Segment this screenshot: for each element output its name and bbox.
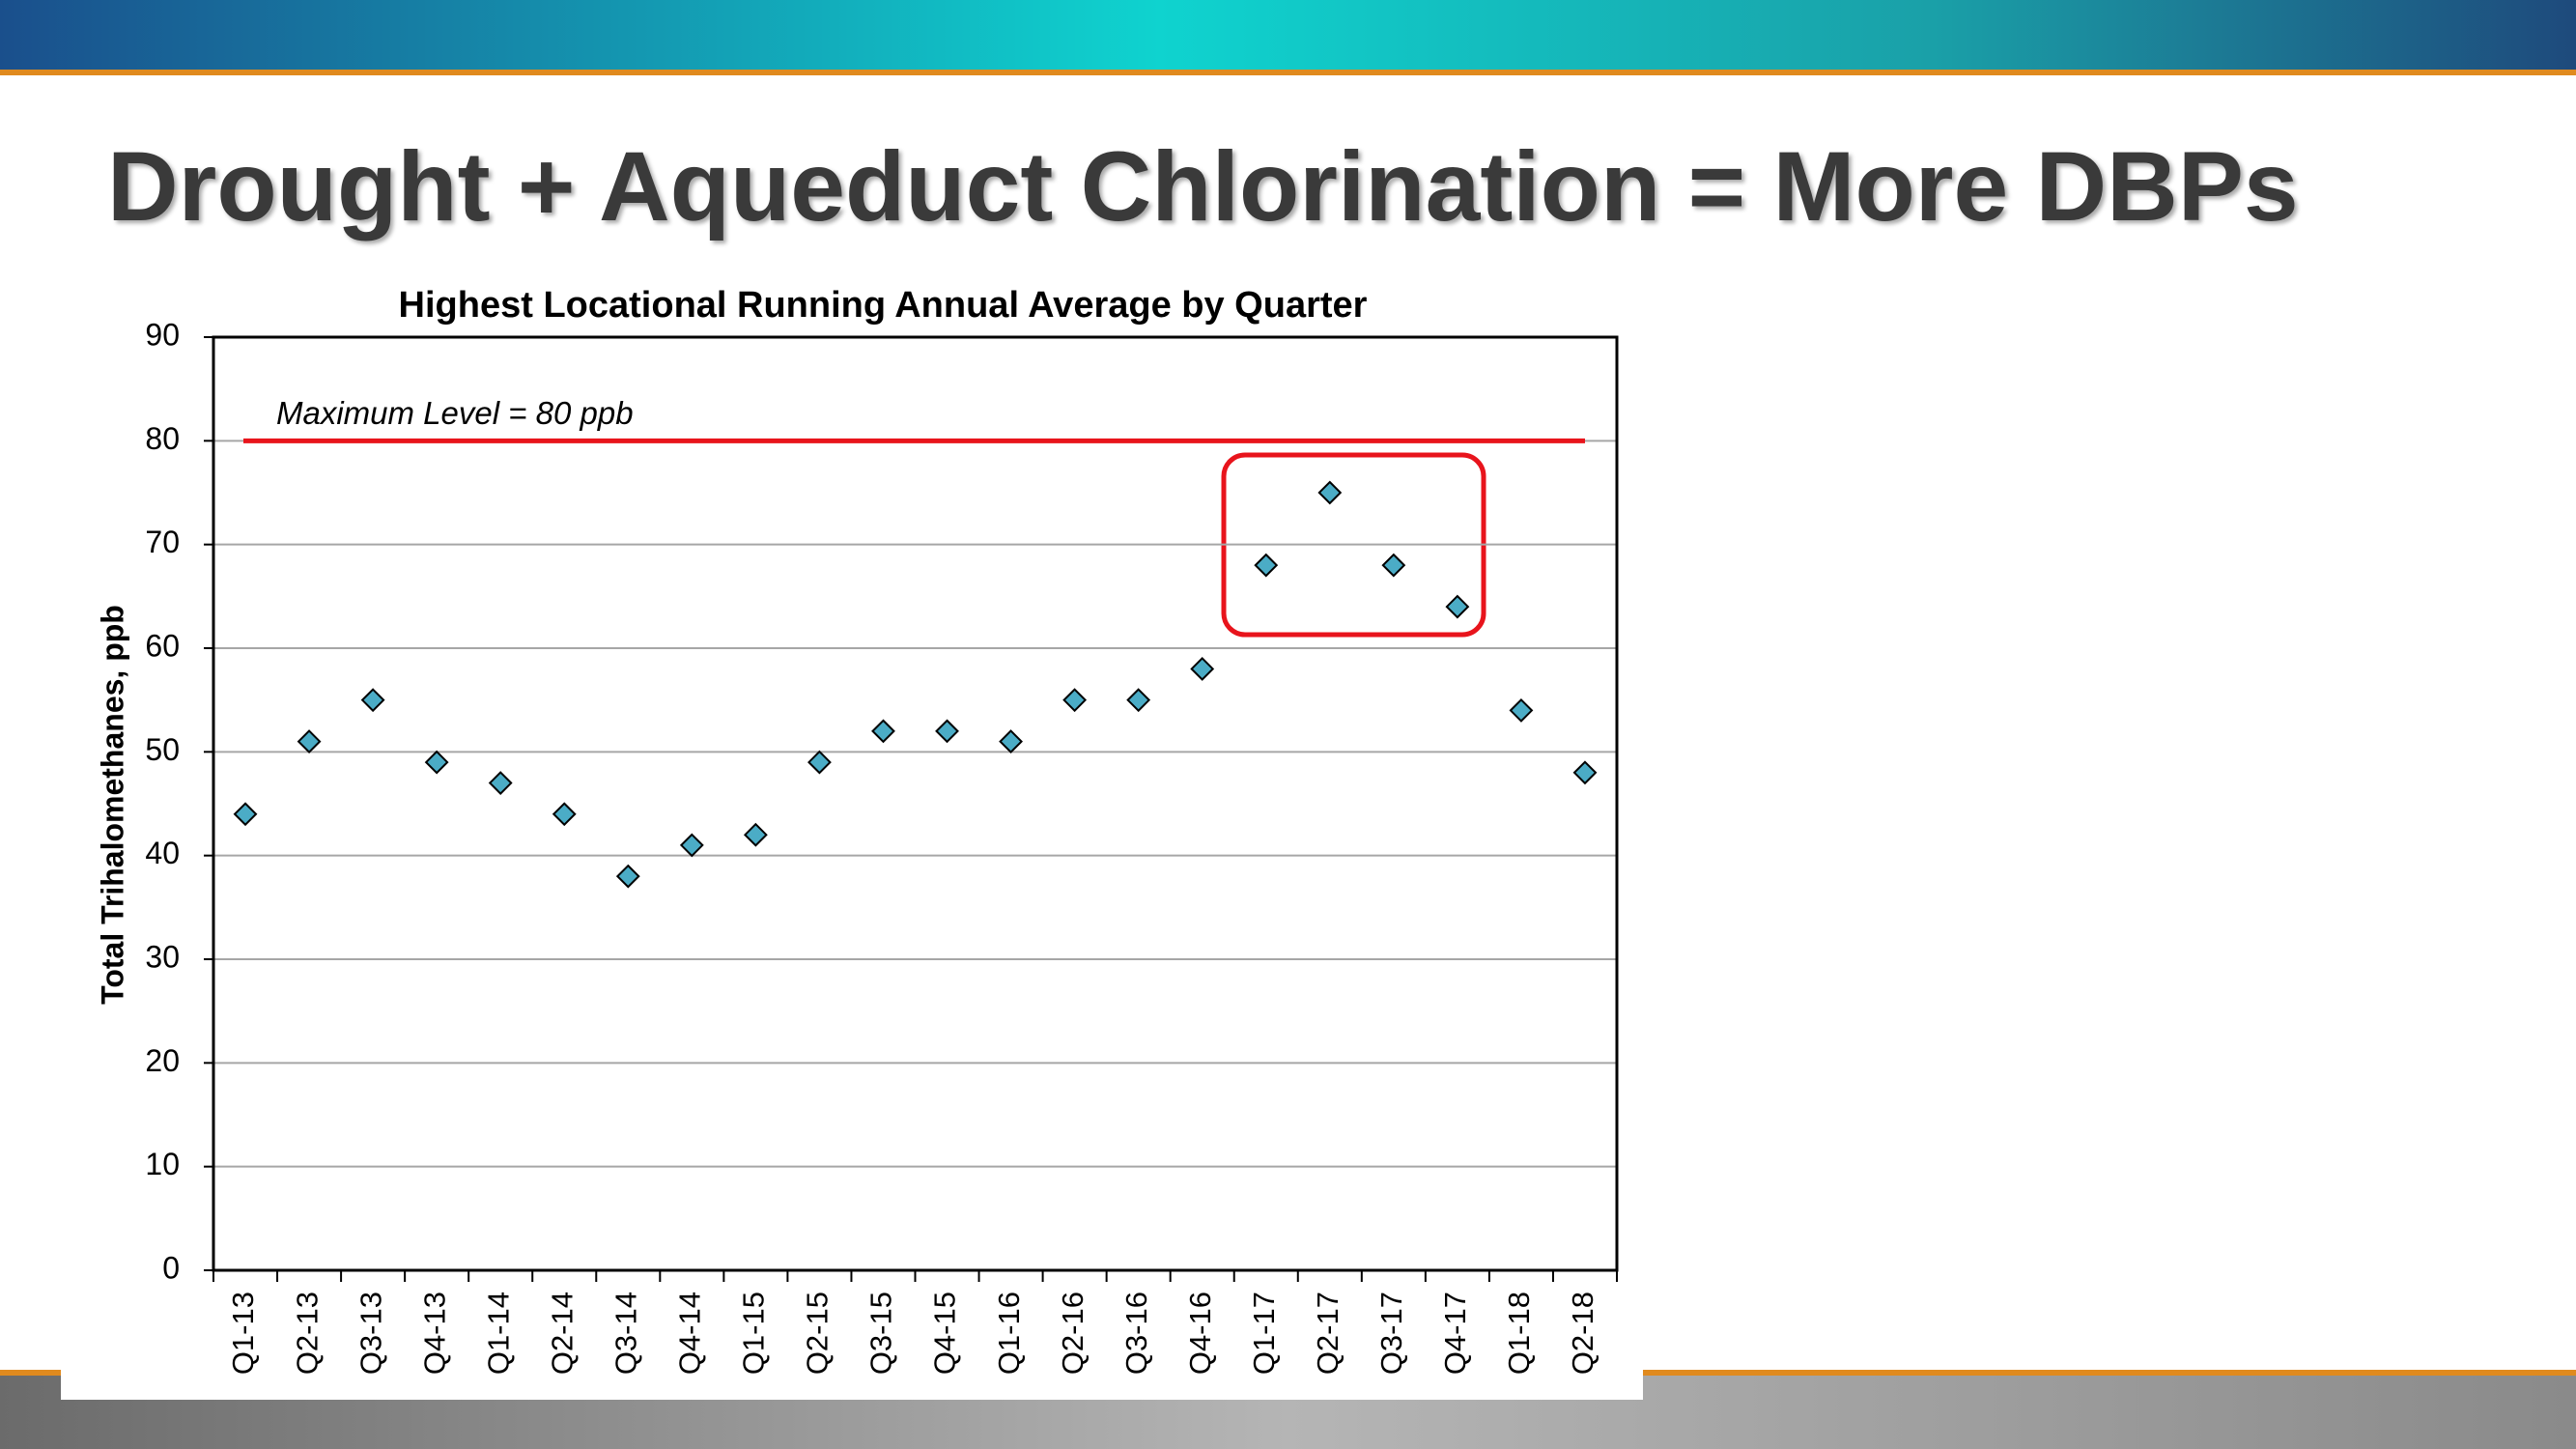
reference-label: Maximum Level = 80 ppb: [276, 395, 634, 431]
marker: [1445, 594, 1470, 619]
x-tick-label: Q4-15: [928, 1292, 962, 1375]
y-axis-title: Total Trihalomethanes, ppb: [95, 605, 129, 1005]
y-tick-label: 30: [145, 939, 180, 974]
header-band: [0, 0, 2576, 70]
y-tick-label: 0: [162, 1250, 180, 1285]
marker: [871, 719, 895, 744]
x-tick-label: Q3-15: [864, 1292, 898, 1375]
x-tick-label: Q3-14: [609, 1292, 642, 1375]
y-tick-label: 70: [145, 525, 180, 559]
marker: [1509, 697, 1534, 723]
x-tick-label: Q2-13: [290, 1292, 324, 1375]
x-tick-label: Q4-14: [673, 1292, 707, 1375]
y-tick-label: 90: [145, 317, 180, 352]
marker: [935, 719, 959, 744]
y-tick-label: 50: [145, 732, 180, 767]
x-tick-label: Q2-18: [1566, 1292, 1599, 1375]
slide-title: Drought + Aqueduct Chlorination = More D…: [107, 131, 2299, 242]
marker: [807, 750, 832, 775]
marker: [615, 864, 640, 889]
x-tick-label: Q3-17: [1374, 1292, 1408, 1375]
header-rule: [0, 70, 2576, 75]
marker: [1572, 760, 1598, 785]
marker: [424, 750, 449, 775]
x-tick-label: Q1-14: [481, 1292, 515, 1375]
marker: [488, 771, 513, 795]
y-tick-label: 80: [145, 421, 180, 456]
chart-background: [61, 290, 1643, 1400]
marker: [1381, 553, 1406, 578]
x-tick-label: Q1-16: [992, 1292, 1026, 1375]
y-tick-label: 10: [145, 1147, 180, 1181]
x-tick-label: Q3-16: [1119, 1292, 1153, 1375]
marker: [1317, 480, 1343, 505]
x-tick-label: Q4-16: [1183, 1292, 1217, 1375]
chart-title: Highest Locational Running Annual Averag…: [399, 285, 1368, 326]
marker: [679, 833, 704, 858]
marker: [1062, 688, 1088, 713]
marker: [297, 729, 322, 754]
x-tick-label: Q1-13: [226, 1292, 260, 1375]
x-tick-label: Q3-13: [354, 1292, 387, 1375]
y-tick-label: 60: [145, 628, 180, 663]
x-tick-label: Q4-13: [417, 1292, 451, 1375]
y-tick-label: 40: [145, 836, 180, 870]
marker: [1190, 657, 1215, 681]
x-tick-label: Q2-17: [1311, 1292, 1345, 1375]
marker: [743, 822, 768, 847]
x-tick-label: Q2-15: [801, 1292, 835, 1375]
marker: [1254, 553, 1279, 578]
x-tick-label: Q1-17: [1247, 1292, 1281, 1375]
marker: [552, 802, 577, 827]
x-tick-label: Q1-15: [737, 1292, 771, 1375]
x-tick-label: Q1-18: [1502, 1292, 1536, 1375]
marker: [360, 688, 385, 713]
x-tick-label: Q4-17: [1438, 1292, 1472, 1375]
x-tick-label: Q2-16: [1056, 1292, 1090, 1375]
marker: [1126, 688, 1151, 713]
x-tick-label: Q2-14: [545, 1292, 579, 1375]
marker: [999, 729, 1023, 754]
marker: [233, 802, 258, 827]
y-tick-label: 20: [145, 1043, 180, 1078]
